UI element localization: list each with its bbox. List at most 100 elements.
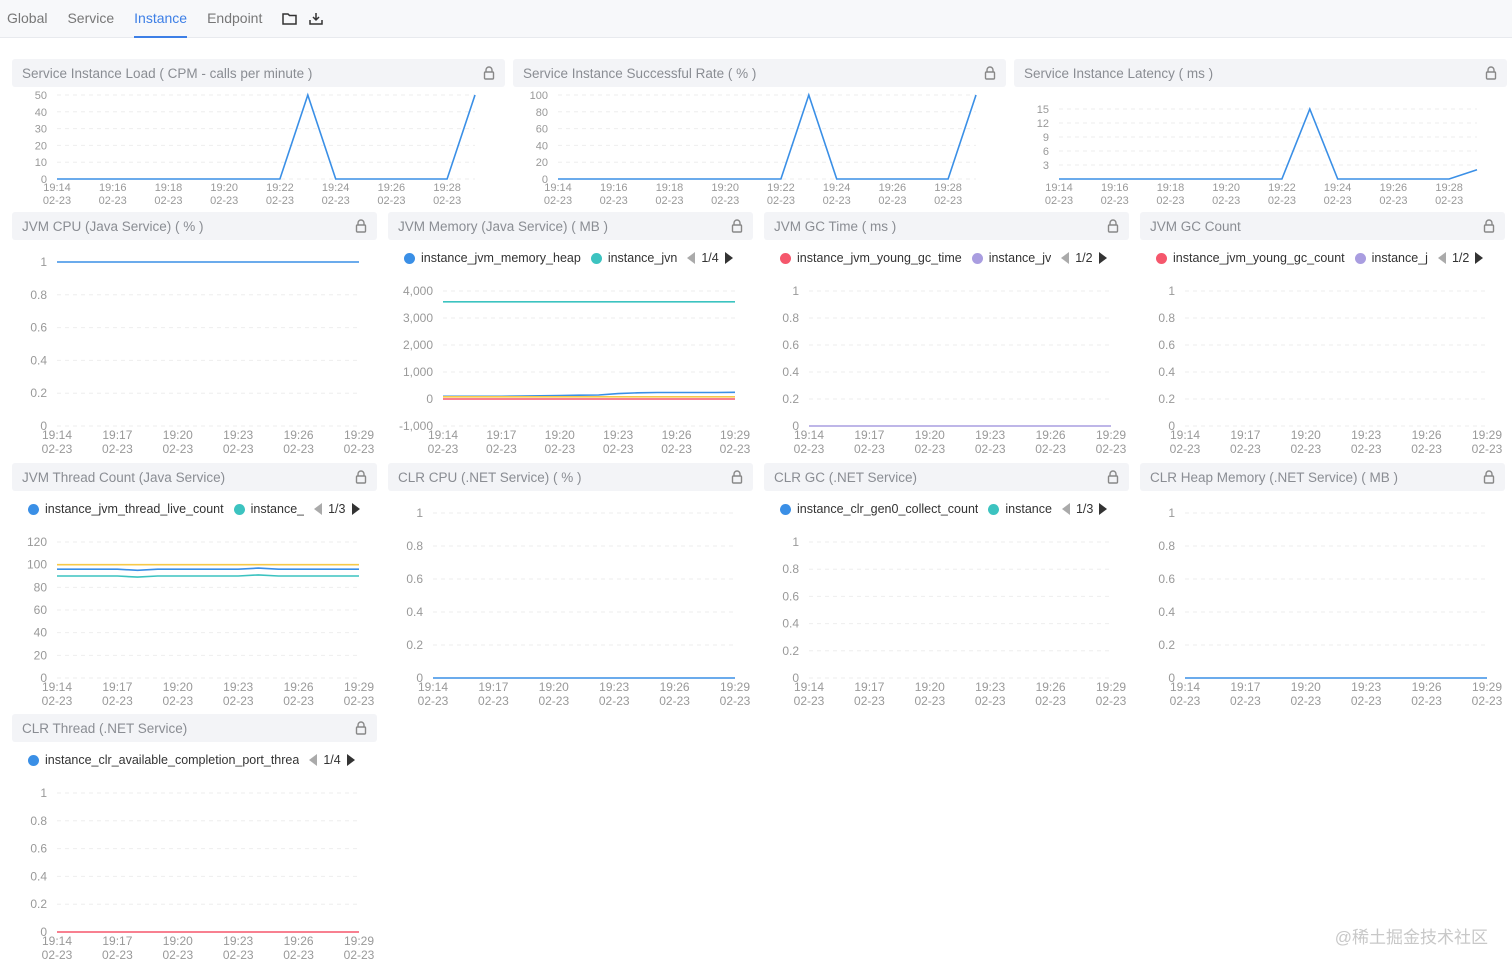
lock-icon[interactable] — [984, 66, 996, 80]
prev-page-icon[interactable] — [1061, 252, 1070, 264]
tab-service[interactable]: Service — [67, 9, 115, 26]
lock-icon[interactable] — [1483, 219, 1495, 233]
x-tick-time: 19:23 — [975, 428, 1005, 442]
x-tick-date: 02-23 — [283, 948, 314, 962]
y-tick-label: 1 — [1168, 284, 1175, 298]
legend-pager: 1/2 — [1437, 251, 1484, 265]
x-tick-date: 02-23 — [42, 694, 73, 708]
lock-icon[interactable] — [355, 470, 367, 484]
x-tick-time: 19:29 — [344, 934, 374, 948]
lock-icon[interactable] — [1483, 470, 1495, 484]
next-page-icon[interactable] — [1098, 252, 1107, 264]
y-tick-label: 40 — [35, 107, 47, 119]
x-tick-date: 02-23 — [1230, 694, 1261, 708]
lock-icon[interactable] — [355, 721, 367, 735]
next-page-icon[interactable] — [1099, 503, 1108, 515]
panel-title: Service Instance Latency ( ms ) — [1024, 65, 1214, 81]
x-tick-date: 02-23 — [1324, 195, 1352, 207]
panel-header: Service Instance Load ( CPM - calls per … — [12, 59, 505, 87]
x-tick-time: 19:20 — [711, 182, 739, 194]
lock-icon[interactable] — [731, 470, 743, 484]
prev-page-icon[interactable] — [1061, 503, 1070, 515]
x-tick-time: 19:17 — [102, 934, 132, 948]
lock-icon[interactable] — [483, 66, 495, 80]
next-page-icon[interactable] — [346, 754, 355, 766]
line-chart[interactable]: 00.20.40.60.8119:1402-2319:1702-2319:200… — [12, 240, 377, 458]
line-chart[interactable]: 0102030405019:1402-2319:1602-2319:1802-2… — [12, 87, 505, 209]
prev-page-icon[interactable] — [1437, 252, 1446, 264]
line-chart[interactable]: 369121519:1402-2319:1602-2319:1802-2319:… — [1014, 87, 1507, 209]
line-chart[interactable]: 00.20.40.60.8119:1402-2319:1702-2319:200… — [1140, 491, 1505, 710]
x-tick-time: 19:20 — [1212, 182, 1240, 194]
legend-item[interactable]: instance_jv — [971, 251, 1051, 265]
y-tick-label: 3 — [1043, 160, 1049, 172]
y-tick-label: 1 — [792, 535, 799, 549]
legend-label: instance_j — [1371, 251, 1428, 265]
legend-item[interactable]: instance_jvm_memory_heap — [404, 251, 581, 265]
line-chart[interactable]: 00.20.40.60.8119:1402-2319:1702-2319:200… — [12, 771, 377, 964]
tab-endpoint[interactable]: Endpoint — [207, 9, 263, 26]
x-tick-time: 19:14 — [428, 428, 458, 442]
download-icon[interactable] — [309, 12, 324, 25]
x-tick-time: 19:26 — [1412, 428, 1442, 442]
legend-item[interactable]: instance — [988, 502, 1052, 516]
lock-icon[interactable] — [731, 219, 743, 233]
x-tick-time: 19:26 — [1380, 182, 1408, 194]
legend-item[interactable]: instance_jvm_young_gc_time — [780, 251, 962, 265]
line-chart[interactable]: 00.20.40.60.8119:1402-2319:1702-2319:200… — [764, 520, 1129, 710]
y-tick-label: 0 — [416, 671, 423, 685]
x-tick-date: 02-23 — [102, 442, 133, 456]
prev-page-icon[interactable] — [687, 252, 696, 264]
tab-instance[interactable]: Instance — [134, 0, 188, 38]
x-tick-time: 19:20 — [915, 680, 945, 694]
y-tick-label: 0.8 — [406, 539, 423, 553]
lock-icon[interactable] — [1485, 66, 1497, 80]
line-chart[interactable]: 02040608010019:1402-2319:1602-2319:1802-… — [513, 87, 1006, 209]
x-tick-date: 02-23 — [1045, 195, 1073, 207]
x-tick-time: 19:26 — [1036, 428, 1066, 442]
legend-item[interactable]: instance_clr_available_completion_port_t… — [28, 753, 299, 767]
legend-item[interactable]: instance_jvn — [590, 251, 677, 265]
x-tick-date: 02-23 — [1268, 195, 1296, 207]
panel-header: JVM CPU (Java Service) ( % ) — [12, 212, 377, 240]
y-tick-label: 0 — [40, 419, 47, 433]
x-tick-date: 02-23 — [162, 442, 193, 456]
tab-global[interactable]: Global — [7, 9, 48, 26]
watermark: @稀土掘金技术社区 — [1334, 928, 1488, 947]
legend-label: instance_ — [250, 502, 305, 516]
line-chart[interactable]: 00.20.40.60.8119:1402-2319:1702-2319:200… — [1140, 269, 1505, 458]
prev-page-icon[interactable] — [309, 754, 318, 766]
y-tick-label: 12 — [1037, 118, 1049, 130]
metric-panel: JVM GC Count instance_jvm_young_gc_count i… — [1140, 212, 1505, 458]
line-chart[interactable]: 00.20.40.60.8119:1402-2319:1702-2319:200… — [388, 491, 753, 710]
legend-item[interactable]: instance_jvm_young_gc_count — [1156, 251, 1345, 265]
chart-legend: instance_jvm_young_gc_count instance_j 1/2 — [1140, 247, 1505, 269]
x-tick-time: 19:20 — [915, 428, 945, 442]
line-chart[interactable]: 02040608010012019:1402-2319:1702-2319:20… — [12, 520, 377, 710]
y-tick-label: 0.2 — [782, 644, 799, 658]
line-chart[interactable]: -1,00001,0002,0003,0004,00019:1402-2319:… — [388, 269, 753, 458]
y-tick-label: 0.4 — [782, 365, 799, 379]
y-tick-label: 0.6 — [1158, 338, 1175, 352]
next-page-icon[interactable] — [1475, 252, 1484, 264]
prev-page-icon[interactable] — [314, 503, 323, 515]
x-tick-date: 02-23 — [914, 442, 945, 456]
legend-item[interactable]: instance_clr_gen0_collect_count — [780, 502, 978, 516]
panel-header: JVM GC Time ( ms ) — [764, 212, 1129, 240]
panel-header: CLR Thread (.NET Service) — [12, 714, 377, 742]
lock-icon[interactable] — [355, 219, 367, 233]
x-tick-time: 19:26 — [662, 428, 692, 442]
x-tick-date: 02-23 — [794, 442, 825, 456]
legend-item[interactable]: instance_jvm_thread_live_count — [28, 502, 224, 516]
lock-icon[interactable] — [1107, 470, 1119, 484]
lock-icon[interactable] — [1107, 219, 1119, 233]
folder-icon[interactable] — [282, 12, 298, 25]
x-tick-date: 02-23 — [720, 442, 751, 456]
legend-item[interactable]: instance_ — [233, 502, 305, 516]
next-page-icon[interactable] — [351, 503, 360, 515]
next-page-icon[interactable] — [724, 252, 733, 264]
legend-item[interactable]: instance_j — [1354, 251, 1428, 265]
y-tick-label: 0.2 — [406, 638, 423, 652]
x-tick-date: 02-23 — [854, 694, 885, 708]
line-chart[interactable]: 00.20.40.60.8119:1402-2319:1702-2319:200… — [764, 269, 1129, 458]
